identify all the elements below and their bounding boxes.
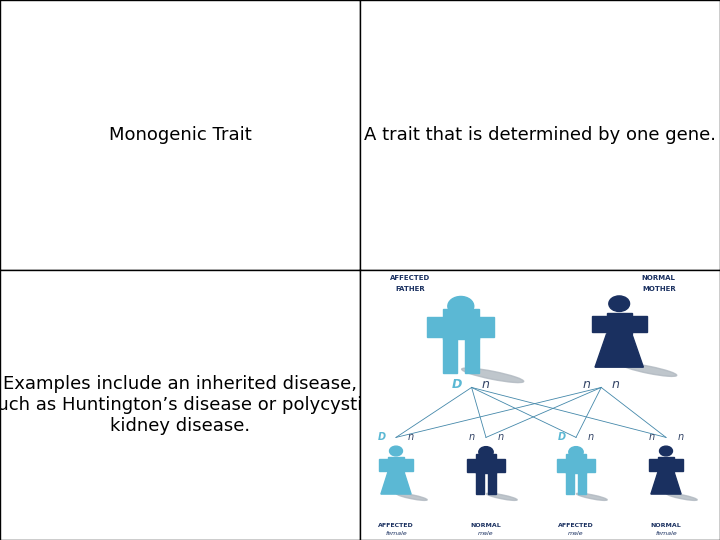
Ellipse shape <box>487 493 517 501</box>
Text: FATHER: FATHER <box>395 286 426 292</box>
Ellipse shape <box>397 493 427 501</box>
FancyBboxPatch shape <box>476 454 496 472</box>
Text: NORMAL: NORMAL <box>651 523 681 528</box>
Text: A trait that is determined by one gene.: A trait that is determined by one gene. <box>364 126 716 144</box>
FancyBboxPatch shape <box>496 458 505 471</box>
Text: Monogenic Trait: Monogenic Trait <box>109 126 251 144</box>
Text: NORMAL: NORMAL <box>642 275 676 281</box>
FancyBboxPatch shape <box>427 316 443 337</box>
Text: n: n <box>498 433 503 442</box>
FancyBboxPatch shape <box>404 459 413 470</box>
Ellipse shape <box>577 493 607 501</box>
Text: D: D <box>557 433 566 442</box>
Polygon shape <box>381 471 411 494</box>
FancyBboxPatch shape <box>578 471 586 494</box>
Text: male: male <box>478 531 494 536</box>
FancyBboxPatch shape <box>566 454 586 472</box>
Circle shape <box>390 446 402 456</box>
Polygon shape <box>388 457 404 471</box>
Text: AFFECTED: AFFECTED <box>378 523 414 528</box>
Text: D: D <box>377 433 386 442</box>
FancyBboxPatch shape <box>467 458 476 471</box>
Polygon shape <box>651 471 681 494</box>
Text: female: female <box>385 531 407 536</box>
FancyBboxPatch shape <box>632 316 647 333</box>
Text: n: n <box>588 433 593 442</box>
Polygon shape <box>658 457 674 471</box>
Text: NORMAL: NORMAL <box>471 523 501 528</box>
FancyBboxPatch shape <box>674 459 683 470</box>
Circle shape <box>448 296 474 316</box>
Text: MOTHER: MOTHER <box>642 286 675 292</box>
Polygon shape <box>595 334 644 367</box>
Ellipse shape <box>667 493 697 501</box>
Text: female: female <box>655 531 677 536</box>
FancyBboxPatch shape <box>379 459 388 470</box>
Circle shape <box>609 296 629 312</box>
Text: n: n <box>469 433 474 442</box>
FancyBboxPatch shape <box>443 337 457 373</box>
FancyBboxPatch shape <box>557 458 566 471</box>
FancyBboxPatch shape <box>649 459 658 470</box>
Text: Examples include an inherited disease,
such as Huntington’s disease or polycysti: Examples include an inherited disease, s… <box>0 375 372 435</box>
FancyBboxPatch shape <box>592 316 606 333</box>
FancyBboxPatch shape <box>566 471 574 494</box>
FancyBboxPatch shape <box>479 316 495 337</box>
Text: n: n <box>408 433 413 442</box>
Text: AFFECTED: AFFECTED <box>390 275 431 281</box>
Text: AFFECTED: AFFECTED <box>558 523 594 528</box>
FancyBboxPatch shape <box>476 471 484 494</box>
FancyBboxPatch shape <box>443 309 479 339</box>
Text: n: n <box>612 378 619 392</box>
Text: n: n <box>649 433 654 442</box>
Ellipse shape <box>621 363 677 376</box>
Text: male: male <box>568 531 584 536</box>
Circle shape <box>479 447 493 457</box>
Text: n: n <box>583 378 590 392</box>
FancyBboxPatch shape <box>488 471 496 494</box>
Ellipse shape <box>462 368 523 383</box>
Text: n: n <box>482 378 490 392</box>
FancyBboxPatch shape <box>586 458 595 471</box>
Circle shape <box>569 447 583 457</box>
Circle shape <box>660 446 672 456</box>
FancyBboxPatch shape <box>464 337 479 373</box>
Text: D: D <box>452 378 462 392</box>
Polygon shape <box>606 313 632 334</box>
Text: n: n <box>678 433 683 442</box>
